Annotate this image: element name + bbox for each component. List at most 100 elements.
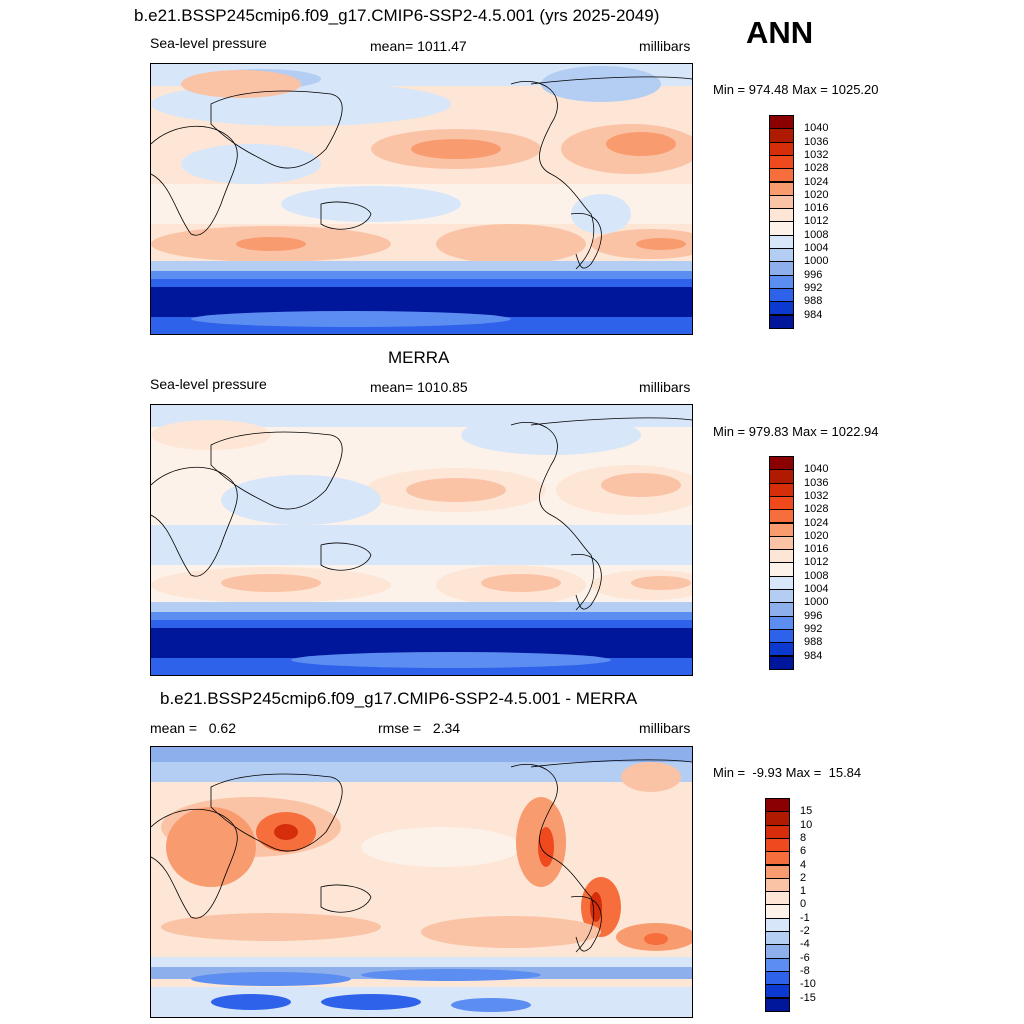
panel-2-title: MERRA bbox=[388, 348, 450, 367]
panel-3-units-label: millibars bbox=[639, 720, 691, 736]
colorbar-swatch bbox=[765, 798, 790, 813]
colorbar-tick-label: 1004 bbox=[804, 242, 829, 254]
colorbar-swatch bbox=[765, 891, 790, 906]
colorbar-tick-label: -8 bbox=[800, 964, 810, 977]
colorbar-swatch bbox=[769, 248, 794, 263]
colorbar-tick-label: 1 bbox=[800, 885, 807, 898]
colorbar-tick-label: 988 bbox=[804, 636, 823, 649]
panel-2-map bbox=[150, 404, 693, 676]
colorbar-swatch bbox=[769, 208, 794, 223]
colorbar-swatch bbox=[769, 535, 794, 551]
season-label: ANN bbox=[746, 15, 814, 50]
colorbar-tick-label: 1040 bbox=[804, 122, 829, 135]
colorbar-tick-label: 1016 bbox=[804, 543, 829, 556]
colorbar-swatch bbox=[769, 456, 794, 471]
colorbar-swatch bbox=[765, 864, 790, 879]
colorbar-tick-label: 984 bbox=[804, 308, 823, 321]
colorbar-swatch bbox=[765, 997, 790, 1012]
panel-2-variable-label: Sea-level pressure bbox=[150, 376, 267, 392]
panel-3-title: b.e21.BSSP245cmip6.f09_g17.CMIP6-SSP2-4.… bbox=[160, 689, 638, 708]
colorbar-tick-label: 1024 bbox=[804, 516, 829, 529]
colorbar-tick-label: 2 bbox=[800, 871, 807, 884]
colorbar-tick-label: 0 bbox=[800, 898, 807, 911]
colorbar-tick-label: 1020 bbox=[804, 188, 829, 201]
colorbar-tick-label: 1012 bbox=[804, 556, 829, 569]
colorbar-tick-label: -1 bbox=[800, 911, 810, 924]
colorbar-swatch bbox=[765, 877, 790, 893]
panel-2-colorbar: 1040 1036 1032 1028 1024 1020 1016 1012 1008 1004… bbox=[769, 456, 849, 670]
colorbar-tick-label: 992 bbox=[804, 281, 823, 294]
colorbar-tick-label: 1020 bbox=[804, 529, 829, 542]
colorbar-swatch bbox=[769, 141, 794, 156]
panel-1-map bbox=[150, 63, 693, 335]
panel-3-minmax: Min = -9.93 Max = 15.84 bbox=[713, 765, 862, 780]
colorbar-tick-label: 1000 bbox=[804, 596, 829, 609]
colorbar-swatch bbox=[769, 154, 794, 170]
panel-1-units-label: millibars bbox=[639, 38, 691, 54]
colorbar-swatch bbox=[769, 522, 794, 537]
panel-3-rmse-label: rmse = 2.34 bbox=[378, 720, 461, 736]
panel-3-map bbox=[150, 746, 693, 1018]
panel-3-colorbar: 15 10 8 6 4 2 1 0 -1 -2 -4 -6 -8 -10 -15 bbox=[765, 798, 845, 1012]
colorbar-swatch bbox=[769, 301, 794, 316]
colorbar-tick-label: 1004 bbox=[804, 583, 829, 595]
colorbar-swatch bbox=[765, 984, 790, 999]
colorbar-tick-label: 1028 bbox=[804, 503, 829, 516]
colorbar-swatch bbox=[765, 917, 790, 932]
colorbar-swatch bbox=[769, 168, 794, 183]
colorbar-swatch bbox=[769, 221, 794, 236]
colorbar-swatch bbox=[769, 495, 794, 511]
colorbar-swatch bbox=[769, 194, 794, 210]
colorbar-swatch bbox=[765, 944, 790, 959]
colorbar-swatch bbox=[769, 549, 794, 564]
panel-2-mean-label: mean= 1010.85 bbox=[370, 379, 468, 395]
colorbar-swatch bbox=[769, 181, 794, 196]
colorbar-swatch bbox=[769, 287, 794, 303]
colorbar-tick-label: 4 bbox=[800, 858, 807, 871]
colorbar-swatch bbox=[769, 115, 794, 130]
panel-1-mean-label: mean= 1011.47 bbox=[370, 38, 467, 54]
colorbar-swatch bbox=[769, 314, 794, 329]
colorbar-tick-label: -15 bbox=[800, 991, 816, 1004]
colorbar-swatch bbox=[769, 575, 794, 590]
panel-1-minmax: Min = 974.48 Max = 1025.20 bbox=[713, 82, 879, 97]
colorbar-swatch bbox=[765, 904, 790, 919]
colorbar-swatch bbox=[765, 851, 790, 866]
colorbar-tick-label: 1040 bbox=[804, 463, 829, 476]
colorbar-swatch bbox=[769, 261, 794, 276]
panel-3-mean-label: mean = 0.62 bbox=[150, 720, 237, 736]
colorbar-swatch bbox=[769, 234, 794, 249]
colorbar-tick-label: 1028 bbox=[804, 162, 829, 175]
colorbar-tick-label: -10 bbox=[800, 978, 816, 991]
colorbar-swatch bbox=[769, 642, 794, 657]
colorbar-tick-label: 1032 bbox=[804, 148, 829, 161]
colorbar-tick-label: 992 bbox=[804, 622, 823, 635]
colorbar-tick-label: -6 bbox=[800, 951, 810, 964]
colorbar-swatch bbox=[765, 957, 790, 972]
colorbar-tick-label: 1012 bbox=[804, 215, 829, 228]
colorbar-swatch bbox=[769, 562, 794, 577]
colorbar-tick-label: -2 bbox=[800, 925, 810, 937]
colorbar-swatch bbox=[769, 482, 794, 497]
colorbar-tick-label: 1000 bbox=[804, 255, 829, 268]
colorbar-tick-label: 1016 bbox=[804, 202, 829, 215]
colorbar-swatch bbox=[765, 931, 790, 946]
colorbar-tick-label: 1036 bbox=[804, 135, 829, 148]
colorbar-swatch bbox=[765, 837, 790, 853]
colorbar-tick-label: 988 bbox=[804, 295, 823, 308]
colorbar-swatch bbox=[769, 655, 794, 670]
colorbar-swatch bbox=[769, 274, 794, 289]
colorbar-tick-label: 8 bbox=[800, 831, 807, 844]
colorbar-tick-label: 6 bbox=[800, 845, 807, 858]
colorbar-tick-label: 996 bbox=[804, 268, 823, 281]
colorbar-swatch bbox=[769, 628, 794, 644]
colorbar-tick-label: -4 bbox=[800, 938, 810, 951]
panel-2-units-label: millibars bbox=[639, 379, 691, 395]
colorbar-swatch bbox=[769, 589, 794, 604]
panel-1-variable-label: Sea-level pressure bbox=[150, 35, 267, 51]
colorbar-swatch bbox=[765, 824, 790, 839]
colorbar-tick-label: 996 bbox=[804, 609, 823, 622]
colorbar-swatch bbox=[765, 811, 790, 826]
colorbar-tick-label: 1008 bbox=[804, 228, 829, 241]
colorbar-tick-label: 1036 bbox=[804, 476, 829, 489]
